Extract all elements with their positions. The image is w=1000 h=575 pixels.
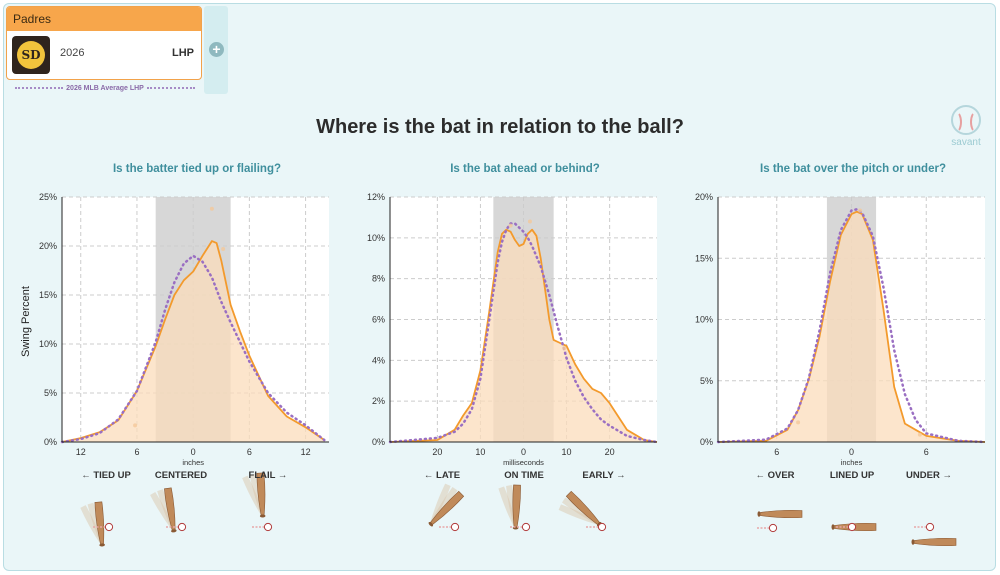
chart-1-x-tick-1: 6 xyxy=(134,447,139,457)
tied-up-bat-icon xyxy=(80,501,105,547)
chart-1-label-right: FLAIL → xyxy=(248,470,288,481)
chart-1-y-tick-1: 5% xyxy=(44,388,57,398)
chart-2-team-area xyxy=(390,229,657,442)
chart-1-label-left: ← TIED UP xyxy=(81,470,131,481)
team-card[interactable]: Padres SD 2026 LHP xyxy=(6,6,202,80)
chart-3-subtitle: Is the bat over the pitch or under? xyxy=(760,163,946,175)
lined-up-ball-icon xyxy=(847,522,857,532)
under-ball-icon xyxy=(925,522,935,532)
chart-1-x-tick-3: 6 xyxy=(247,447,252,457)
savant-label: savant xyxy=(951,137,981,148)
chart-1-data-point-2 xyxy=(133,423,138,428)
chart-3-team-line xyxy=(717,210,986,443)
chart-1-data-point-0 xyxy=(209,206,214,211)
chart-1-average-line xyxy=(60,254,326,444)
avg-legend-dots-left xyxy=(15,87,64,90)
chart-3-data-point-0 xyxy=(858,208,863,213)
chart-1-y-tick-0: 0% xyxy=(44,437,57,447)
avg-legend-dots-right xyxy=(146,87,195,90)
page-title: Where is the bat in relation to the ball… xyxy=(316,116,684,138)
chart-3-x-tick-0: 6 xyxy=(774,447,779,457)
chart-2-subtitle: Is the bat ahead or behind? xyxy=(450,163,600,175)
chart-3-y-tick-4: 20% xyxy=(695,192,713,202)
add-comparison-tab[interactable]: + xyxy=(204,6,228,94)
avg-legend-label: 2026 MLB Average LHP xyxy=(66,85,144,92)
chart-1-y-tick-3: 15% xyxy=(39,290,57,300)
early-bat-icon xyxy=(558,490,602,527)
chart-3-label-left: ← OVER xyxy=(755,470,795,481)
chart-2-y-tick-3: 6% xyxy=(372,315,385,325)
on-time-bat-icon xyxy=(498,484,521,530)
chart-3-x-tick-1: 0 xyxy=(849,447,854,457)
centered-bat-icon xyxy=(150,487,177,533)
chart-2-average-line xyxy=(388,222,659,444)
chart-3-team-area xyxy=(718,211,985,442)
chart-2-x-tick-4: 20 xyxy=(605,447,615,457)
flail-bat-icon xyxy=(242,472,266,518)
centered-ball-icon xyxy=(177,522,187,532)
chart-3-x-axis-label: inches xyxy=(841,458,863,467)
tied-up-ball-icon xyxy=(104,522,114,532)
chart-2-y-tick-0: 0% xyxy=(372,437,385,447)
chart-3-y-tick-3: 15% xyxy=(695,253,713,263)
chart-1-x-tick-0: 12 xyxy=(76,447,86,457)
team-year: 2026 xyxy=(60,47,85,59)
chart-2-y-tick-6: 12% xyxy=(367,192,385,202)
chart-2-label-left: ← LATE xyxy=(423,470,461,481)
chart-2-label-right: EARLY → xyxy=(582,470,626,481)
chart-3-data-point-2 xyxy=(917,432,922,437)
chart-2-x-tick-1: 10 xyxy=(475,447,485,457)
chart-2-x-tick-3: 10 xyxy=(562,447,572,457)
chart-2-label-center: ON TIME xyxy=(504,470,544,481)
team-hand: LHP xyxy=(172,47,194,59)
team-card-body: SD 2026 LHP xyxy=(7,31,201,79)
chart-3-y-tick-1: 5% xyxy=(700,376,713,386)
team-name: Padres xyxy=(7,7,201,31)
chart-1-x-tick-4: 12 xyxy=(301,447,311,457)
chart-3-x-tick-2: 6 xyxy=(924,447,929,457)
plus-circle-icon[interactable]: + xyxy=(209,42,224,57)
chart-3-label-right: UNDER → xyxy=(906,470,952,481)
chart-3-y-tick-0: 0% xyxy=(700,437,713,447)
flail-ball-icon xyxy=(263,522,273,532)
chart-2-y-tick-5: 10% xyxy=(367,233,385,243)
chart-1-y-tick-4: 20% xyxy=(39,241,57,251)
chart-2-x-axis-label: milliseconds xyxy=(503,458,544,467)
chart-1-team-area xyxy=(62,241,325,442)
chart-3-label-center: LINED UP xyxy=(829,470,875,481)
chart-2-y-tick-1: 2% xyxy=(372,396,385,406)
late-ball-icon xyxy=(450,522,460,532)
chart-3-y-tick-2: 10% xyxy=(695,315,713,325)
over-ball-icon xyxy=(768,523,778,533)
chart-3-data-point-1 xyxy=(796,420,801,425)
chart-1-x-axis-label: inches xyxy=(182,458,204,467)
logo-letters: SD xyxy=(17,41,45,69)
chart-1-y-tick-5: 25% xyxy=(39,192,57,202)
under-bat-icon xyxy=(911,537,957,547)
chart-2-x-tick-0: 20 xyxy=(432,447,442,457)
chart-2-data-point-0 xyxy=(527,219,532,224)
chart-2-y-tick-2: 4% xyxy=(372,355,385,365)
early-ball-icon xyxy=(597,522,607,532)
chart-1-subtitle: Is the batter tied up or flailing? xyxy=(112,163,282,175)
chart-1-x-tick-2: 0 xyxy=(191,447,196,457)
padres-logo-icon: SD xyxy=(12,36,50,74)
chart-2-team-line xyxy=(389,228,658,443)
chart-2-y-tick-4: 8% xyxy=(372,274,385,284)
chart-2-data-point-2 xyxy=(562,346,567,351)
average-legend: 2026 MLB Average LHP xyxy=(8,84,202,94)
late-bat-icon xyxy=(428,483,465,527)
over-bat-icon xyxy=(757,509,803,519)
chart-2-data-point-1 xyxy=(508,223,513,228)
savant-logo[interactable]: savant xyxy=(948,105,984,155)
chart-1-y-tick-2: 10% xyxy=(39,339,57,349)
baseball-icon xyxy=(951,105,981,135)
chart-1-data-point-1 xyxy=(221,246,226,251)
chart-3-average-line xyxy=(716,207,987,444)
chart-1-label-center: CENTERED xyxy=(154,470,208,481)
chart-2-x-tick-2: 0 xyxy=(521,447,526,457)
on-time-ball-icon xyxy=(521,522,531,532)
